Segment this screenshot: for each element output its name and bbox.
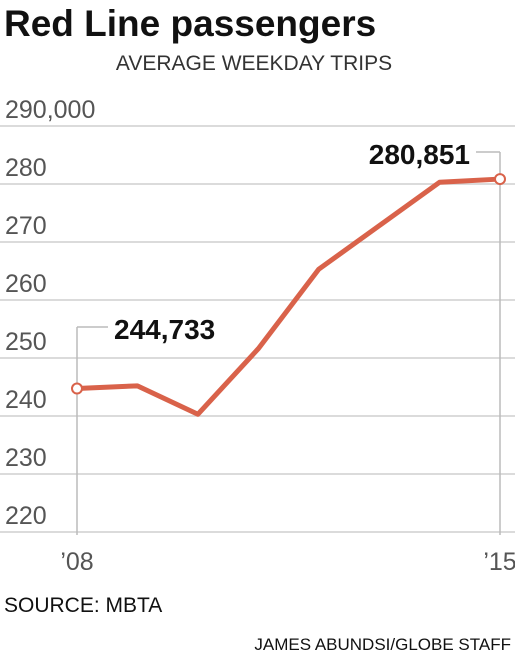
y-tick-label: 230 — [5, 444, 47, 472]
chart-subtitle: AVERAGE WEEKDAY TRIPS — [116, 52, 392, 75]
y-tick-label: 250 — [5, 328, 47, 356]
y-tick-label: 290,000 — [5, 96, 95, 124]
point-marker — [71, 382, 83, 395]
source: SOURCE: MBTA — [4, 594, 162, 617]
credit: JAMES ABUNDSI/GLOBE STAFF — [254, 635, 511, 654]
y-tick-label: 270 — [5, 212, 47, 240]
point-marker — [494, 173, 506, 186]
y-tick-label: 220 — [5, 502, 47, 530]
x-tick-label: ’08 — [60, 548, 93, 576]
x-tick-label: ’15 — [483, 548, 515, 576]
data-line — [76, 176, 501, 417]
y-tick-label: 260 — [5, 270, 47, 298]
value-label: 244,733 — [114, 314, 215, 345]
y-tick-label: 280 — [5, 154, 47, 182]
value-label: 280,851 — [369, 139, 470, 170]
y-tick-label: 240 — [5, 386, 47, 414]
chart-title: Red Line passengers — [4, 3, 376, 44]
